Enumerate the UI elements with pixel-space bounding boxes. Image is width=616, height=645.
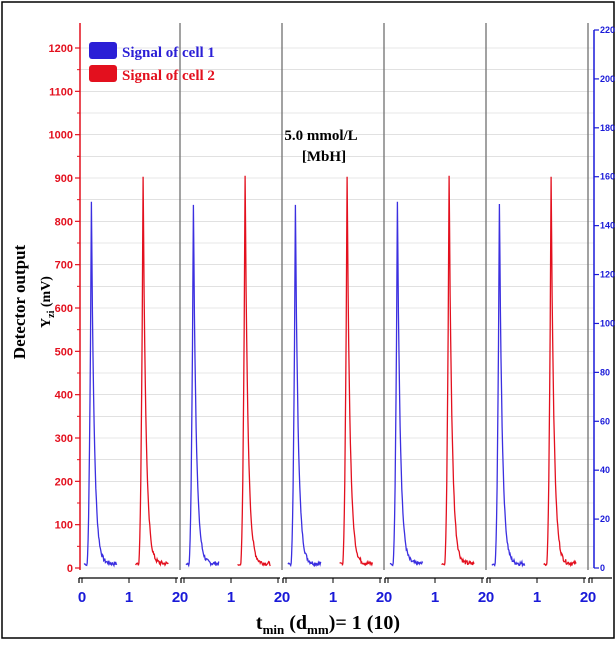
legend-label-cell-2: Signal of cell 2: [122, 68, 215, 84]
right-tick-label: 140: [600, 221, 615, 231]
x-tick-label: 0: [180, 589, 188, 606]
legend-swatch-cell-1: [89, 42, 117, 59]
right-tick-label: 120: [600, 270, 615, 280]
grid-lines: [80, 47, 594, 569]
left-tick-label: 400: [55, 390, 73, 402]
series-1-peak: [287, 204, 322, 568]
x-tick-label: 0: [78, 589, 86, 606]
series-2-peak: [135, 176, 169, 567]
right-tick-label: 220: [600, 25, 615, 35]
x-tick-label: 1: [431, 589, 439, 606]
series-2-peak: [441, 175, 475, 566]
x-tick-label: 2: [376, 589, 384, 606]
x-tick-label: 1: [227, 589, 235, 606]
right-tick-label: 160: [600, 172, 615, 182]
y-axis-label-inner: Yzi (mV): [39, 276, 57, 328]
left-tick-label: 1100: [49, 86, 73, 98]
left-tick-label: 1200: [49, 43, 73, 55]
left-tick-label: 100: [55, 520, 73, 532]
left-tick-label: 500: [55, 346, 73, 358]
left-tick-label: 1000: [49, 130, 73, 142]
left-tick-label: 300: [55, 433, 73, 445]
panel-separators: [179, 23, 589, 570]
series-1-peak: [185, 204, 220, 568]
x-tick-label: 0: [588, 589, 596, 606]
legend: Signal of cell 1 Signal of cell 2: [89, 42, 215, 84]
x-tick-label: 2: [274, 589, 282, 606]
right-tick-label: 20: [600, 514, 610, 524]
left-tick-label: 900: [55, 173, 73, 185]
left-tick-label: 200: [55, 476, 73, 488]
x-tick-label: 1: [329, 589, 337, 606]
left-tick-label: 0: [67, 563, 73, 575]
series-2-peak: [339, 176, 374, 567]
right-tick-label: 100: [600, 318, 615, 328]
right-tick-label: 40: [600, 465, 610, 475]
x-axis-label: tmin (dmm)= 1 (10): [256, 612, 400, 637]
left-tick-label: 600: [55, 303, 73, 315]
x-tick-label: 0: [384, 589, 392, 606]
x-tick-label: 0: [282, 589, 290, 606]
series-2-peak: [543, 176, 577, 568]
annotation-concentration: 5.0 mmol/L: [284, 128, 357, 144]
series-1-peak: [83, 201, 118, 568]
x-tick-label: 0: [486, 589, 494, 606]
right-tick-label: 180: [600, 123, 615, 133]
left-tick-label: 700: [55, 260, 73, 272]
legend-label-cell-1: Signal of cell 1: [122, 45, 215, 61]
series-2-peak: [237, 175, 271, 567]
series-lines: [83, 175, 577, 568]
x-tick-label: 1: [125, 589, 133, 606]
y-axis-label-outer: Detector output: [10, 244, 29, 359]
left-tick-label: 800: [55, 216, 73, 228]
right-tick-label: 60: [600, 416, 610, 426]
x-tick-label: 2: [478, 589, 486, 606]
x-tick-label: 2: [172, 589, 180, 606]
legend-swatch-cell-2: [89, 65, 117, 82]
right-tick-label: 200: [600, 74, 615, 84]
x-tick-label: 1: [533, 589, 541, 606]
series-1-peak: [389, 201, 424, 567]
right-tick-label: 0: [600, 563, 605, 573]
right-tick-label: 80: [600, 367, 610, 377]
x-tick-label: 2: [580, 589, 588, 606]
axes: 0100200300400500600700800900100011001200…: [49, 23, 615, 606]
series-1-peak: [491, 203, 526, 568]
annotation-species: [MbH]: [302, 149, 346, 165]
